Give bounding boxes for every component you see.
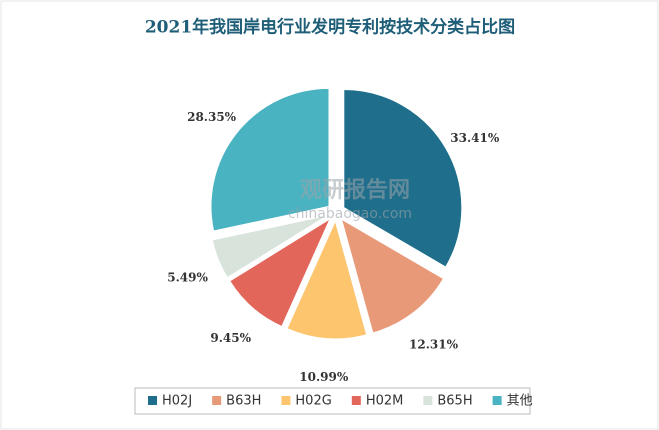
- legend-label: B63H: [226, 394, 261, 409]
- data-label: 5.49%: [167, 270, 208, 284]
- data-label: 28.35%: [187, 110, 237, 124]
- legend-marker: [351, 396, 361, 405]
- legend-marker: [492, 396, 502, 405]
- data-label: 9.45%: [210, 331, 251, 345]
- pie-slice: [286, 219, 368, 340]
- legend-label: H02J: [162, 394, 192, 409]
- legend-marker: [423, 396, 433, 405]
- data-label: 12.31%: [409, 337, 459, 351]
- legend-marker: [281, 396, 291, 405]
- legend-label: 其他: [507, 394, 533, 409]
- chart-title: 2021年我国岸电行业发明专利按技术分类占比图: [145, 17, 515, 38]
- data-label: 10.99%: [299, 370, 349, 384]
- legend-label: H02G: [295, 394, 331, 409]
- watermark-name: 观研报告网: [300, 178, 410, 203]
- pie: [210, 87, 463, 340]
- pie-slice: [211, 214, 328, 279]
- legend-label: H02M: [366, 394, 404, 409]
- legend-box: [134, 387, 531, 415]
- data-label: 33.41%: [450, 131, 500, 145]
- legend-marker: [148, 396, 157, 405]
- pie-slice: [210, 87, 330, 232]
- pie-slice: [340, 218, 445, 334]
- legend-marker: [212, 396, 222, 405]
- pie-slice: [343, 89, 463, 268]
- watermark-url: chinabaogao.com: [288, 206, 412, 222]
- pie-slice: [229, 217, 332, 328]
- legend-label: B65H: [437, 394, 472, 409]
